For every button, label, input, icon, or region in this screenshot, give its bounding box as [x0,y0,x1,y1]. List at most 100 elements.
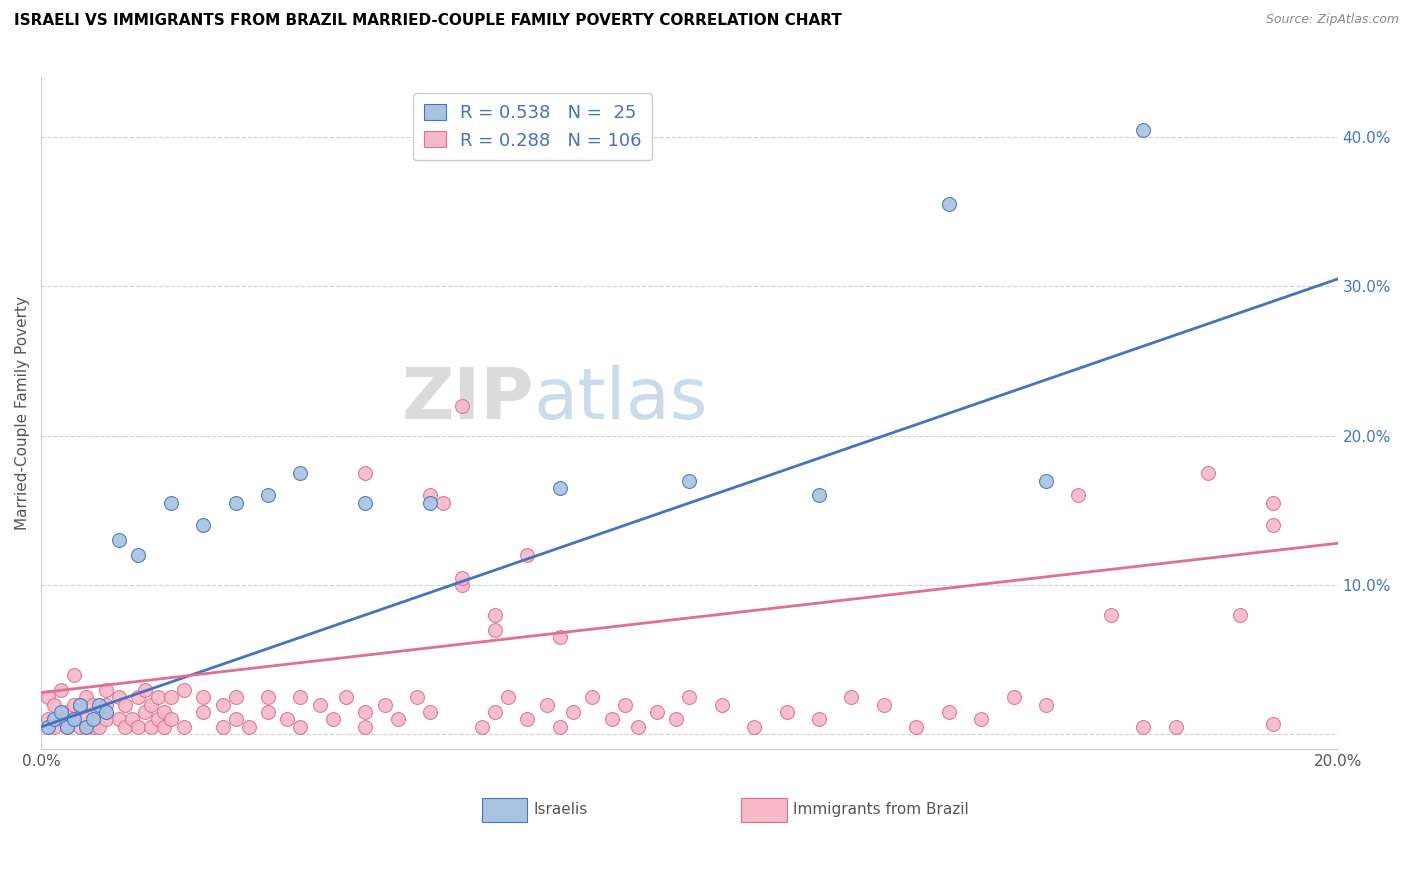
Point [82,698,104,712]
Point [211,720,233,734]
Point [1164,720,1187,734]
Point [970,713,993,727]
Point [1229,607,1251,622]
Point [146,713,169,727]
Point [76,713,98,727]
Point [548,630,571,644]
Point [37,713,59,727]
Point [308,698,330,712]
Point [484,607,506,622]
Point [451,578,474,592]
Point [134,682,156,697]
Point [451,571,474,585]
Point [94,705,117,719]
Point [56,720,79,734]
Point [127,548,149,562]
Point [76,720,98,734]
Point [193,690,215,704]
Point [451,399,474,413]
Point [665,713,688,727]
Point [484,623,506,637]
Point [1261,518,1284,533]
Point [37,720,59,734]
Point [678,474,700,488]
Point [1035,474,1057,488]
Point [42,713,65,727]
Point [600,713,623,727]
Point [548,720,571,734]
Point [225,713,247,727]
Point [873,698,896,712]
Point [56,720,79,734]
Point [613,698,636,712]
Point [354,720,377,734]
Point [938,197,960,211]
Point [516,713,538,727]
Point [645,705,668,719]
Point [89,698,111,712]
Text: Source: ZipAtlas.com: Source: ZipAtlas.com [1265,13,1399,27]
Point [141,720,163,734]
Text: ISRAELI VS IMMIGRANTS FROM BRAZIL MARRIED-COUPLE FAMILY POVERTY CORRELATION CHAR: ISRAELI VS IMMIGRANTS FROM BRAZIL MARRIE… [14,13,842,29]
Point [710,698,733,712]
Point [548,481,571,495]
Point [808,713,831,727]
Point [561,705,583,719]
Point [94,698,117,712]
Point [114,720,136,734]
Point [37,690,59,704]
Point [238,720,260,734]
Point [276,713,298,727]
Point [193,705,215,719]
FancyBboxPatch shape [482,797,527,822]
Y-axis label: Married-Couple Family Poverty: Married-Couple Family Poverty [15,296,30,531]
Point [1035,698,1057,712]
Point [432,496,454,510]
Point [1261,496,1284,510]
Point [496,690,519,704]
Text: ZIP: ZIP [402,366,534,434]
Point [49,713,72,727]
Point [678,690,700,704]
Point [290,720,312,734]
Point [114,698,136,712]
Point [322,713,344,727]
Point [159,690,181,704]
Text: Israelis: Israelis [534,802,588,817]
Point [354,496,377,510]
Point [1132,720,1154,734]
Point [225,496,247,510]
Point [484,705,506,719]
Legend: R = 0.538   N =  25, R = 0.288   N = 106: R = 0.538 N = 25, R = 0.288 N = 106 [413,93,652,161]
Point [841,690,863,704]
Point [354,466,377,480]
Point [257,690,280,704]
Point [62,713,84,727]
Point [153,705,176,719]
Point [62,698,84,712]
Point [775,705,797,719]
Point [69,698,91,712]
Point [42,698,65,712]
Point [419,496,441,510]
Point [419,705,441,719]
Point [82,720,104,734]
Point [108,690,131,704]
Point [56,705,79,719]
Point [94,713,117,727]
Point [89,705,111,719]
Point [581,690,603,704]
Point [742,720,765,734]
Point [225,690,247,704]
Point [406,690,429,704]
Point [1099,607,1122,622]
Point [108,533,131,548]
Point [387,713,409,727]
Point [536,698,558,712]
Point [173,720,195,734]
Point [905,720,928,734]
Point [76,690,98,704]
Point [374,698,396,712]
Point [69,720,91,734]
Point [257,488,280,502]
